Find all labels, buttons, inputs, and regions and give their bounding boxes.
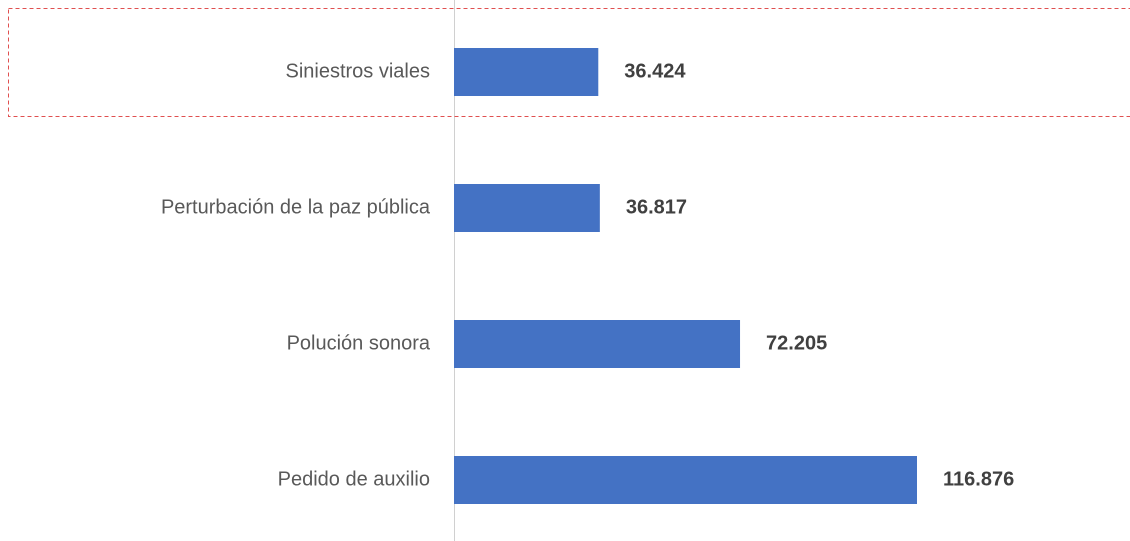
value-label: 36.424: [624, 60, 686, 82]
category-label: Polución sonora: [287, 332, 431, 354]
value-label: 116.876: [943, 468, 1014, 490]
bar: [454, 48, 599, 96]
bar: [454, 184, 600, 232]
highlight-box: [8, 8, 1130, 117]
bar: [454, 320, 741, 368]
category-label: Siniestros viales: [285, 60, 430, 82]
bar: [454, 456, 917, 504]
category-label: Pedido de auxilio: [278, 468, 430, 490]
category-label: Perturbación de la paz pública: [161, 196, 431, 218]
value-label: 72.205: [766, 332, 827, 354]
value-label: 36.817: [626, 196, 687, 218]
